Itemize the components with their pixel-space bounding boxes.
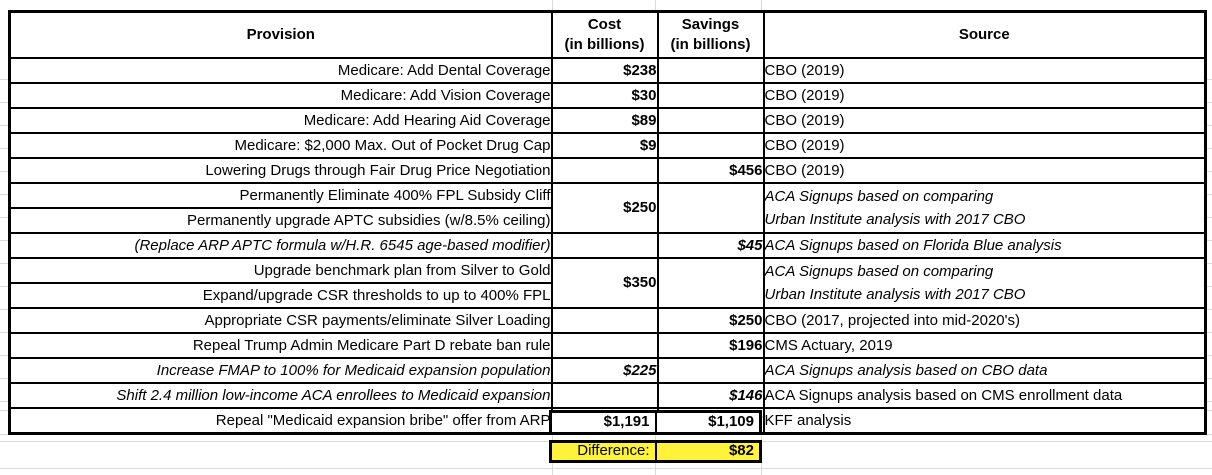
provision-cell[interactable]: Medicare: Add Dental Coverage [8,56,553,84]
table-row: Permanently upgrade APTC subsidies (w/8.… [8,206,1206,234]
table-row: Medicare: Add Hearing Aid Coverage $89 C… [8,106,1207,134]
source-cell[interactable]: ACA Signups analysis based on CBO data [762,356,1207,384]
provision-cell[interactable]: Repeal "Medicaid expansion bribe" offer … [8,406,553,434]
source-cell[interactable]: ACA Signups analysis based on CMS enroll… [762,381,1207,409]
provision-cell[interactable]: Repeal Trump Admin Medicare Part D rebat… [8,331,553,359]
table-row: Shift 2.4 million low-income ACA enrolle… [8,381,1207,409]
source-cell-merged[interactable]: ACA Signups based on comparing Urban Ins… [762,256,1207,309]
provision-cell[interactable]: Expand/upgrade CSR thresholds to up to 4… [8,281,553,309]
savings-cell[interactable] [656,106,765,134]
difference-row: Difference: $82 [549,440,762,463]
header-provision[interactable]: Provision [8,10,553,59]
difference-value-cell[interactable]: $82 [656,443,759,460]
header-cost[interactable]: Cost (in billions) [550,10,659,59]
source-cell-merged[interactable]: ACA Signups based on comparing Urban Ins… [762,181,1207,234]
cost-cell[interactable] [550,306,659,334]
provision-cell[interactable]: (Replace ARP APTC formula w/H.R. 6545 ag… [8,231,553,259]
table-row: Medicare: $2,000 Max. Out of Pocket Drug… [8,131,1207,159]
source-cell[interactable]: CBO (2019) [762,56,1207,84]
table-row: Lowering Drugs through Fair Drug Price N… [8,156,1207,184]
source-cell[interactable]: CBO (2019) [762,156,1207,184]
source-cell[interactable]: CBO (2019) [762,81,1207,109]
provision-cell[interactable]: Permanently Eliminate 400% FPL Subsidy C… [8,181,553,209]
cost-cell[interactable]: $225 [550,356,659,384]
cost-cell[interactable]: $238 [550,56,659,84]
provisions-table: Provision Cost (in billions) Savings (in… [8,10,1207,435]
table-row: Appropriate CSR payments/eliminate Silve… [8,306,1207,334]
provision-cell[interactable]: Upgrade benchmark plan from Silver to Go… [8,256,553,284]
provision-cell[interactable]: Medicare: Add Vision Coverage [8,81,553,109]
provision-cell[interactable]: Increase FMAP to 100% for Medicaid expan… [8,356,553,384]
gridline [0,468,1212,469]
table-row: Increase FMAP to 100% for Medicaid expan… [8,356,1207,384]
cost-cell[interactable]: $30 [550,81,659,109]
header-savings[interactable]: Savings (in billions) [656,10,765,59]
source-cell[interactable]: CMS Actuary, 2019 [762,331,1207,359]
totals-row: $1,191 $1,109 [549,410,762,435]
provision-cell[interactable]: Medicare: Add Hearing Aid Coverage [8,106,553,134]
savings-cell[interactable]: $196 [656,331,765,359]
cost-cell-merged[interactable]: $250 [550,181,659,234]
total-savings-cell[interactable]: $1,109 [708,413,754,430]
savings-cell[interactable]: $250 [656,306,765,334]
total-cost-cell[interactable]: $1,191 [552,413,657,432]
difference-label-cell[interactable]: Difference: [552,443,657,460]
cost-cell[interactable]: $9 [550,131,659,159]
source-cell[interactable]: CBO (2017, projected into mid-2020's) [762,306,1207,334]
provision-cell[interactable]: Appropriate CSR payments/eliminate Silve… [8,306,553,334]
table-row: (Replace ARP APTC formula w/H.R. 6545 ag… [8,231,1207,259]
source-cell[interactable]: CBO (2019) [762,106,1207,134]
savings-cell[interactable]: $45 [656,231,765,259]
provision-cell[interactable]: Shift 2.4 million low-income ACA enrolle… [8,381,553,409]
header-source[interactable]: Source [762,10,1207,59]
cost-cell[interactable]: $89 [550,106,659,134]
provision-cell[interactable]: Medicare: $2,000 Max. Out of Pocket Drug… [8,131,553,159]
table-row: Upgrade benchmark plan from Silver to Go… [8,256,1207,309]
savings-cell[interactable] [656,356,765,384]
savings-cell[interactable] [656,131,765,159]
source-cell[interactable]: ACA Signups based on Florida Blue analys… [762,231,1207,259]
table-row: Medicare: Add Vision Coverage $30 CBO (2… [8,81,1207,109]
provision-cell[interactable]: Lowering Drugs through Fair Drug Price N… [8,156,553,184]
header-row: Provision Cost (in billions) Savings (in… [8,10,1207,59]
table-row: Expand/upgrade CSR thresholds to up to 4… [8,281,1206,309]
savings-cell-merged[interactable] [656,181,765,234]
table-row: Medicare: Add Dental Coverage $238 CBO (… [8,56,1207,84]
savings-cell[interactable] [656,56,765,84]
cost-cell[interactable] [550,156,659,184]
table-row: Repeal Trump Admin Medicare Part D rebat… [8,331,1207,359]
savings-cell-merged[interactable] [656,256,765,309]
savings-cell[interactable]: $456 [656,156,765,184]
cost-cell[interactable] [550,381,659,409]
cost-cell[interactable] [550,231,659,259]
provision-cell[interactable]: Permanently upgrade APTC subsidies (w/8.… [8,206,553,234]
savings-cell[interactable] [656,81,765,109]
cost-cell[interactable] [550,331,659,359]
cost-cell-merged[interactable]: $350 [550,256,659,309]
table-row: Permanently Eliminate 400% FPL Subsidy C… [8,181,1207,234]
source-cell[interactable]: KFF analysis [762,406,1207,434]
savings-cell[interactable]: $146 [656,381,765,409]
source-cell[interactable]: CBO (2019) [762,131,1207,159]
